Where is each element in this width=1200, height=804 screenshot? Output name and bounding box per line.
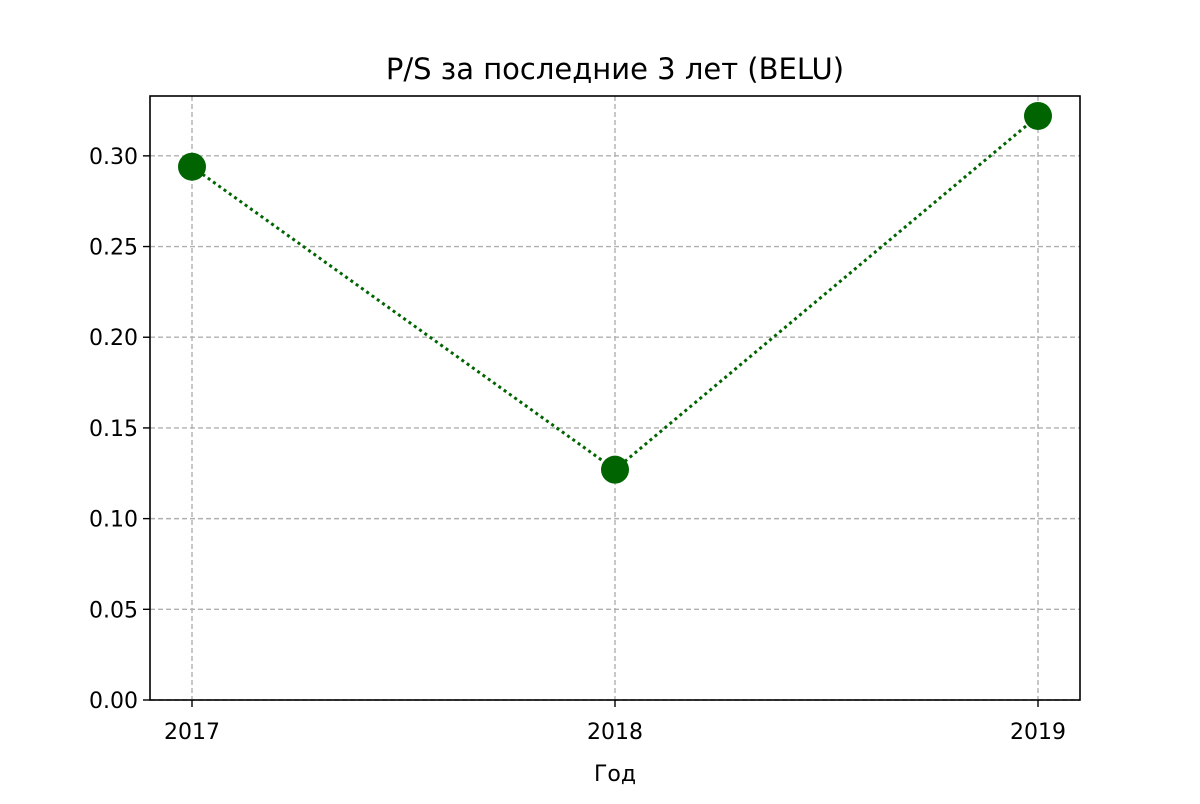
data-point (601, 455, 629, 484)
y-tick-label: 0.05 (89, 598, 138, 623)
x-axis: 2017 2018 2019 (164, 700, 1066, 745)
y-tick-label: 0.20 (89, 326, 138, 351)
data-point (1024, 101, 1052, 130)
y-tick-label: 0.25 (89, 236, 138, 261)
series-layer (178, 101, 1052, 484)
data-point (178, 152, 206, 181)
grid (150, 96, 1080, 701)
y-tick-label: 0.15 (89, 417, 138, 442)
x-axis-label: Год (594, 762, 636, 787)
y-tick-label: 0.10 (89, 508, 138, 533)
y-tick-label: 0.00 (89, 689, 138, 714)
y-axis: 0.00 0.05 0.10 0.15 0.20 0.25 0.30 (89, 145, 150, 714)
x-tick-label: 2019 (1010, 720, 1066, 745)
chart-title: P/S за последние 3 лет (BELU) (386, 52, 844, 86)
y-tick-label: 0.30 (89, 145, 138, 170)
x-tick-label: 2017 (164, 720, 220, 745)
x-tick-label: 2018 (587, 720, 643, 745)
